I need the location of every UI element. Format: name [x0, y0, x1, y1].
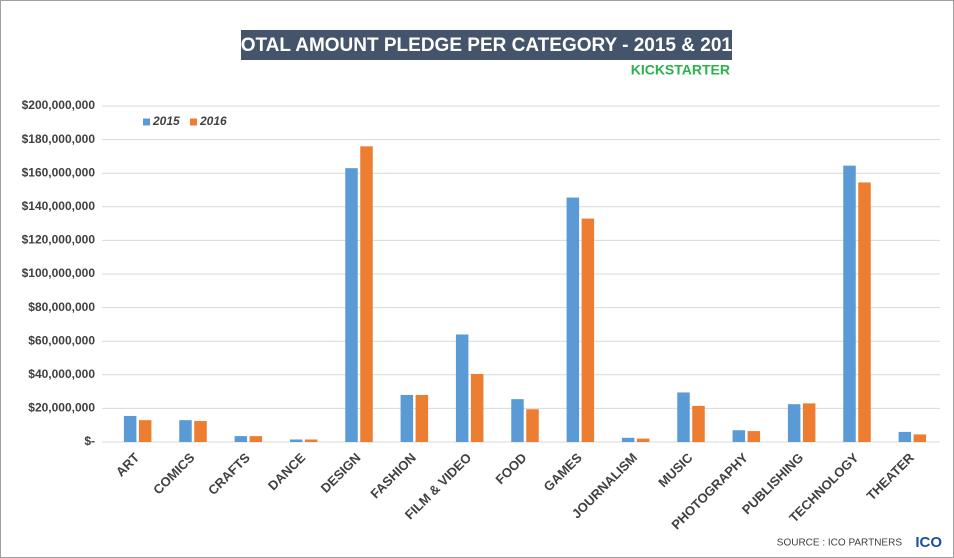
bar	[179, 420, 192, 442]
bar	[138, 420, 152, 442]
bar	[858, 182, 871, 442]
y-tick-label: $-	[84, 434, 95, 448]
legend-label: 2016	[199, 114, 227, 128]
source-logo: ICO	[915, 534, 942, 551]
bar	[898, 431, 912, 442]
bar	[304, 439, 318, 442]
bar	[123, 415, 137, 442]
bar	[249, 436, 263, 442]
bar	[345, 168, 358, 442]
legend-label: 2015	[152, 114, 180, 128]
y-tick-label: $120,000,000	[22, 233, 96, 247]
bar	[802, 403, 816, 442]
bar	[526, 409, 539, 442]
y-tick-label: $20,000,000	[28, 401, 95, 415]
legend-swatch	[143, 118, 150, 126]
bar	[787, 404, 801, 442]
y-tick-label: $60,000,000	[28, 333, 95, 347]
y-tick-label: $100,000,000	[22, 266, 96, 280]
bar	[732, 430, 746, 442]
y-tick-label: $40,000,000	[28, 367, 95, 381]
y-tick-label: $160,000,000	[22, 165, 96, 179]
title-box	[241, 30, 732, 60]
bar	[843, 165, 856, 442]
bar	[913, 434, 927, 442]
logo: KICKSTARTER	[631, 62, 730, 78]
bar	[289, 439, 303, 442]
bar	[636, 438, 650, 442]
y-tick-label: $80,000,000	[28, 300, 95, 314]
bar	[621, 437, 635, 442]
chart-title: TOTAL AMOUNT PLEDGE PER CATEGORY - 2015 …	[229, 35, 742, 56]
legend-swatch	[190, 118, 197, 126]
bar	[692, 405, 705, 442]
bar	[360, 146, 373, 442]
y-tick-label: $140,000,000	[22, 199, 96, 213]
bar	[415, 394, 429, 442]
source: SOURCE : ICO PARTNERS	[777, 538, 903, 549]
bar	[581, 218, 595, 442]
bar	[470, 373, 484, 442]
bar	[455, 334, 469, 442]
y-tick-label: $200,000,000	[22, 98, 96, 112]
bar	[677, 392, 690, 442]
y-tick-label: $180,000,000	[22, 132, 96, 146]
bar	[511, 399, 524, 442]
bar	[747, 431, 761, 442]
bar	[234, 436, 248, 442]
bar	[400, 394, 414, 442]
bar	[194, 421, 207, 442]
bar	[566, 197, 580, 442]
